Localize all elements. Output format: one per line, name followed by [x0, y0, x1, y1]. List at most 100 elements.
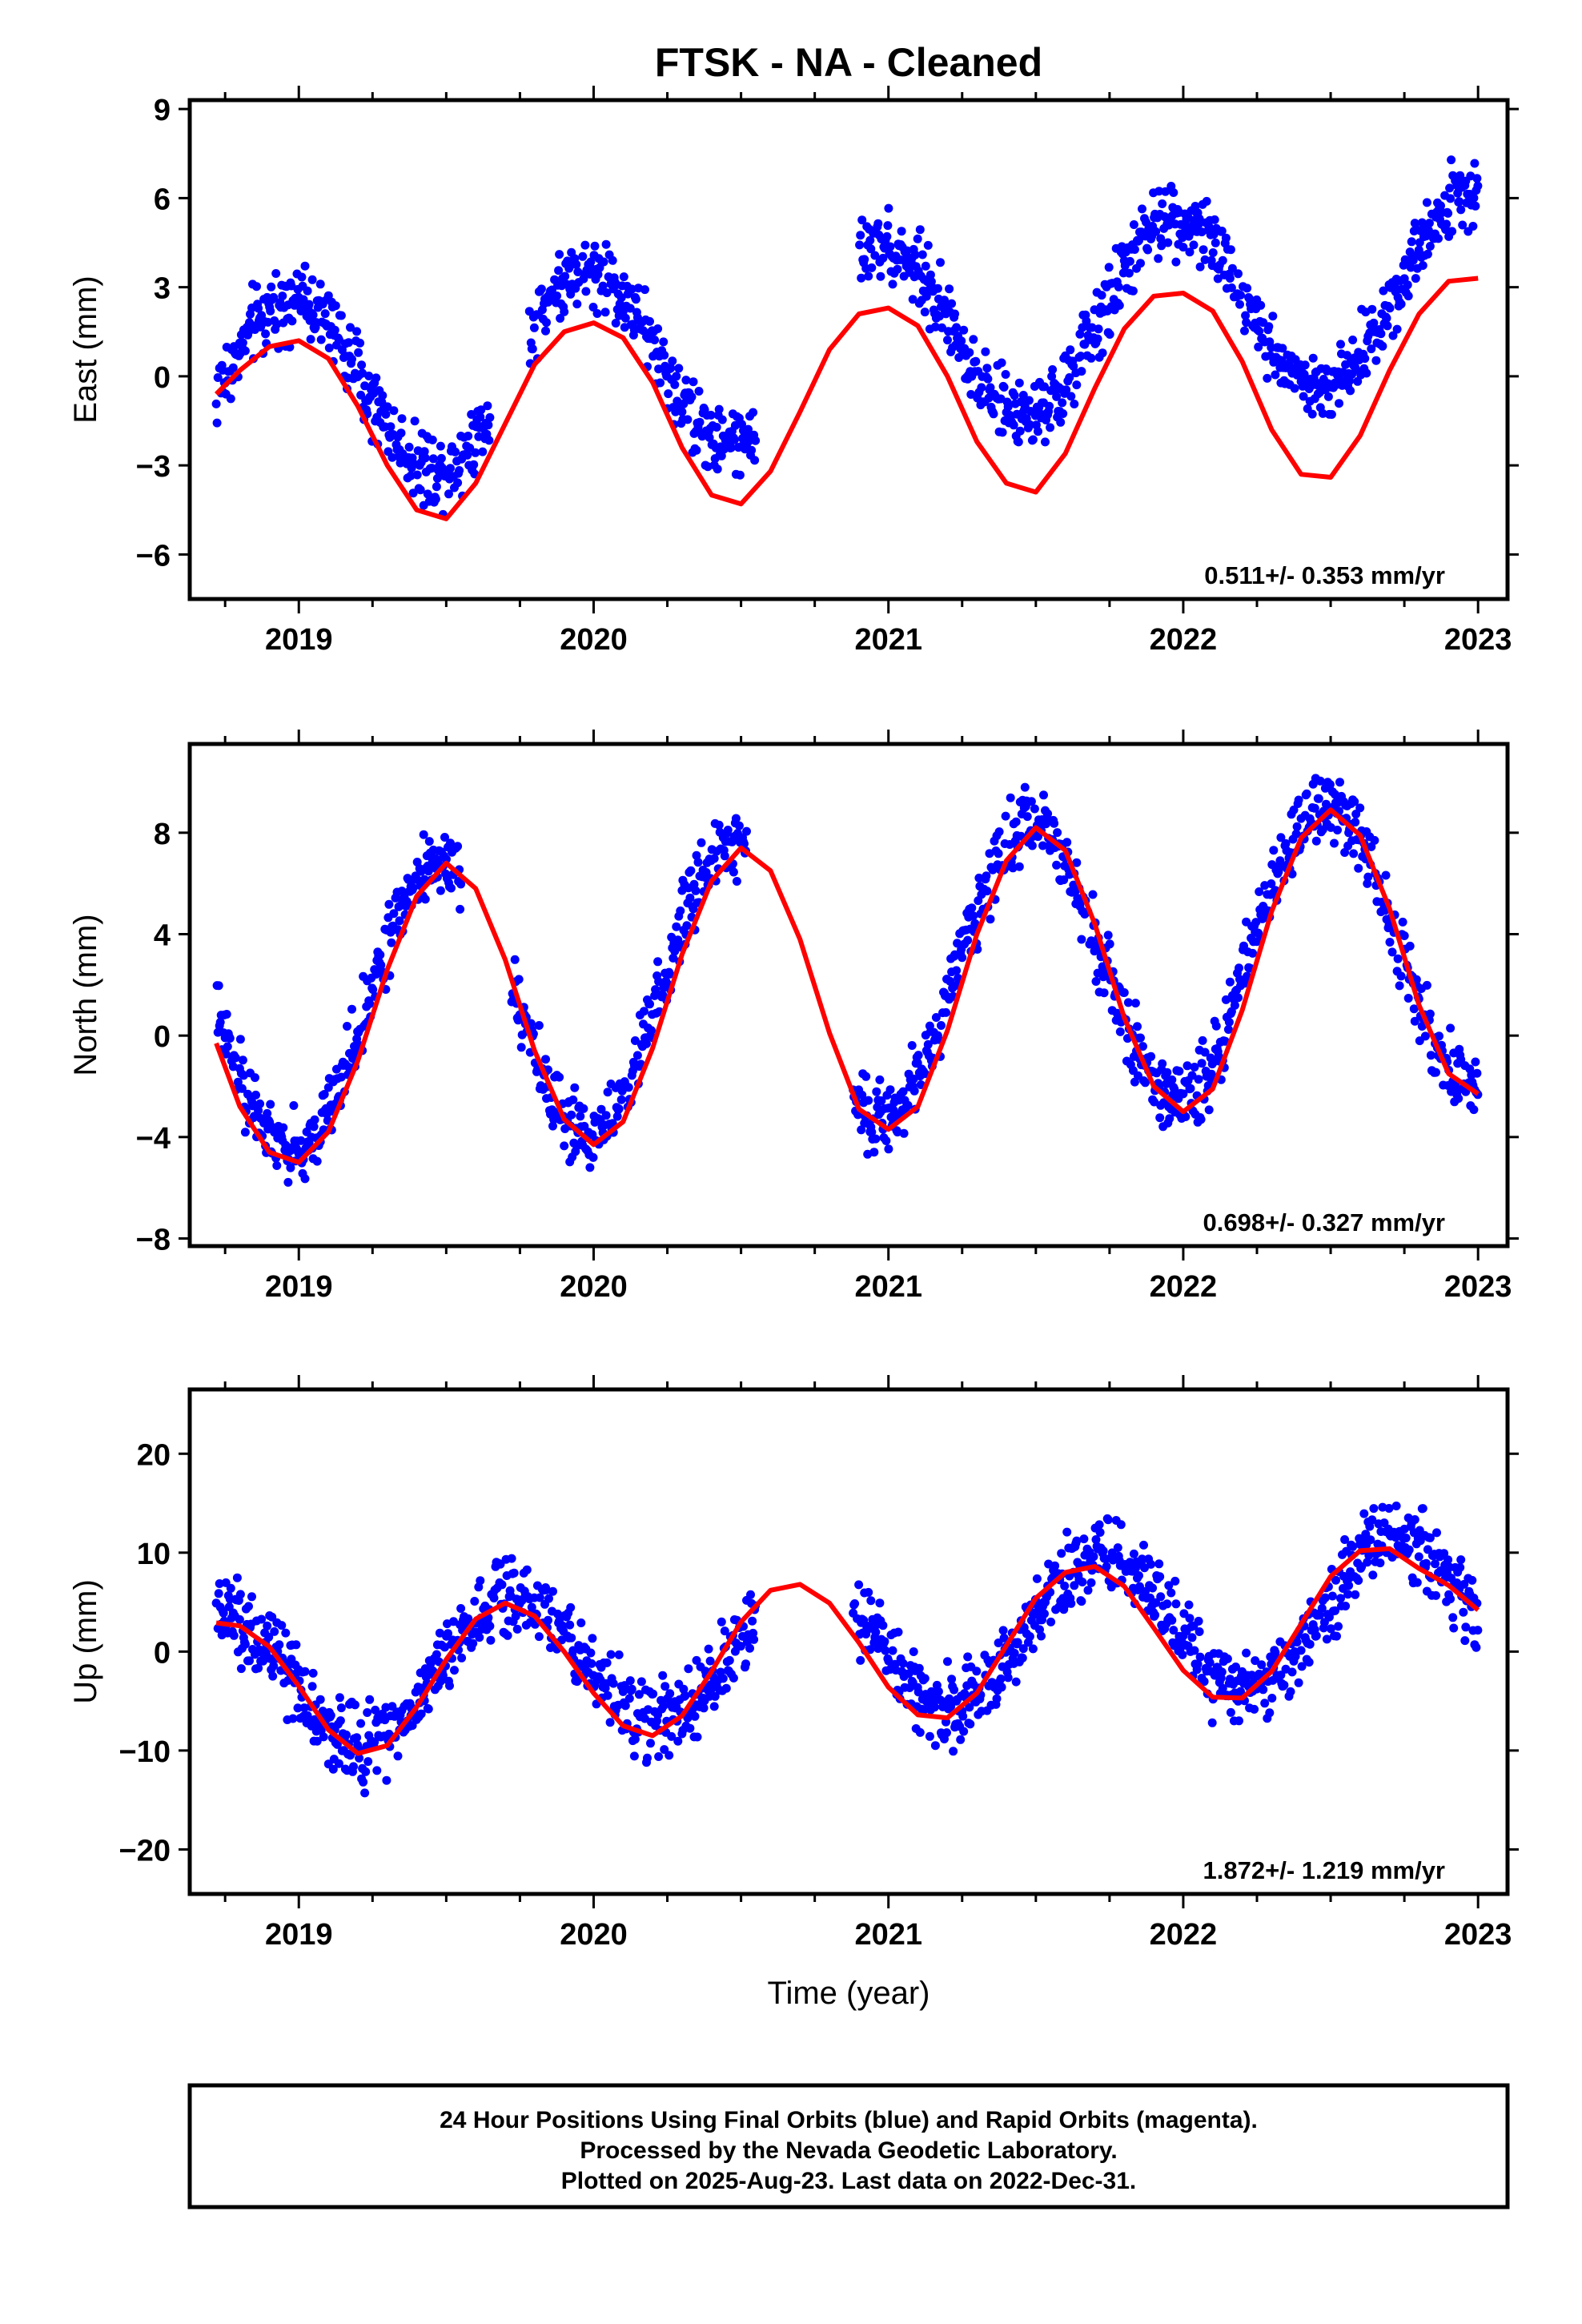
data-point	[1006, 793, 1015, 802]
data-point	[420, 453, 430, 463]
data-point	[692, 1655, 701, 1665]
data-point	[1294, 1678, 1303, 1687]
data-point	[981, 347, 990, 356]
data-point	[1224, 1017, 1234, 1027]
data-point	[1456, 1555, 1466, 1565]
data-point	[983, 374, 993, 384]
data-point	[1024, 396, 1034, 405]
data-point	[240, 1128, 250, 1137]
data-point	[1098, 348, 1107, 358]
data-point	[1086, 1578, 1096, 1587]
up-fit-line	[215, 1546, 1480, 1756]
data-point	[1391, 1502, 1401, 1510]
y-tick-label: 0	[154, 361, 171, 395]
data-point	[576, 1112, 585, 1121]
data-point	[245, 1656, 254, 1666]
data-point	[1256, 300, 1266, 310]
data-point	[1378, 1502, 1387, 1512]
data-point	[614, 1650, 624, 1659]
data-point	[1105, 939, 1114, 949]
data-point	[723, 826, 733, 834]
y-tick-label: −4	[136, 1122, 171, 1156]
data-point	[1404, 1545, 1414, 1554]
data-point	[673, 1736, 683, 1746]
data-point	[735, 470, 745, 480]
data-point	[1359, 1509, 1369, 1518]
data-point	[335, 1716, 345, 1726]
data-point	[214, 1589, 223, 1598]
data-point	[1194, 1075, 1203, 1084]
data-point	[1348, 336, 1358, 344]
data-point	[997, 358, 1006, 368]
data-point	[395, 916, 404, 926]
data-point	[1070, 400, 1079, 408]
data-point	[512, 1624, 522, 1634]
data-point	[1426, 1051, 1435, 1060]
data-point	[665, 969, 675, 979]
x-tick-label: 2021	[854, 1918, 922, 1952]
data-point	[1125, 1558, 1134, 1567]
data-point	[468, 1638, 478, 1648]
data-point	[631, 295, 640, 304]
data-point	[1368, 1570, 1378, 1580]
data-point	[365, 1695, 375, 1704]
data-point	[1158, 199, 1167, 208]
data-point	[268, 1671, 278, 1681]
data-point	[866, 244, 876, 254]
east-fit-line	[214, 275, 1479, 521]
data-point	[605, 1718, 615, 1727]
data-point	[312, 1736, 322, 1746]
data-point	[619, 272, 628, 282]
data-point	[913, 1051, 923, 1060]
data-point	[712, 423, 721, 432]
x-tick-label: 2019	[265, 623, 333, 657]
data-point	[1053, 828, 1062, 838]
data-point	[602, 288, 612, 298]
data-point	[1384, 1504, 1394, 1513]
data-point	[1367, 344, 1376, 354]
data-point	[1171, 257, 1181, 267]
data-point	[917, 250, 927, 259]
data-point	[1277, 356, 1287, 365]
data-point	[445, 1681, 454, 1691]
data-point	[1154, 187, 1164, 196]
data-point	[381, 409, 391, 419]
data-point	[485, 412, 495, 422]
data-point	[1142, 218, 1150, 227]
data-point	[1193, 1659, 1203, 1669]
data-point	[1199, 1677, 1209, 1687]
data-point	[640, 285, 649, 295]
data-point	[1048, 365, 1058, 374]
east-points	[211, 155, 1483, 519]
data-point	[1103, 1515, 1113, 1525]
data-point	[372, 1766, 382, 1775]
data-point	[947, 299, 957, 308]
data-point	[335, 1693, 344, 1703]
data-point	[363, 1708, 372, 1717]
data-point	[1264, 322, 1274, 332]
data-point	[1235, 963, 1243, 973]
data-point	[1227, 283, 1236, 292]
data-point	[933, 283, 942, 293]
data-point	[747, 445, 757, 455]
data-point	[1154, 1559, 1164, 1569]
data-point	[331, 301, 340, 311]
data-point	[420, 447, 429, 456]
data-point	[342, 1730, 351, 1739]
data-point	[1195, 1652, 1205, 1662]
data-point	[252, 282, 261, 292]
data-point	[650, 336, 660, 344]
data-point	[893, 264, 902, 274]
data-point	[601, 239, 611, 249]
data-point	[1200, 1047, 1210, 1057]
data-point	[1364, 1550, 1374, 1560]
data-point	[878, 253, 888, 263]
data-point	[264, 1632, 274, 1642]
data-point	[1066, 1598, 1076, 1608]
data-point	[1248, 948, 1258, 958]
data-point	[1354, 1576, 1363, 1585]
data-point	[503, 1630, 512, 1640]
data-point	[1115, 1027, 1125, 1036]
data-point	[221, 1049, 231, 1059]
data-point	[1290, 384, 1299, 393]
